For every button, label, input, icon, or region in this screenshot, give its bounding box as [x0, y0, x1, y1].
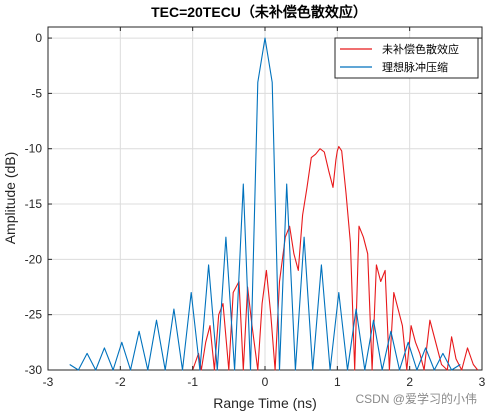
- x-tick-label: -3: [43, 375, 54, 389]
- x-tick-label: 3: [479, 375, 486, 389]
- chart-title: TEC=20TECU（未补偿色散效应）: [151, 4, 367, 20]
- series-layer: [69, 37, 479, 371]
- legend-box: [334, 37, 479, 79]
- y-tick-label: 0: [35, 31, 42, 45]
- x-tick-label: -2: [115, 375, 126, 389]
- y-tick-label: -15: [25, 197, 43, 211]
- x-axis-label: Range Time (ns): [213, 395, 316, 411]
- series-uncompensated: [192, 145, 479, 371]
- y-tick-label: -5: [31, 86, 42, 100]
- x-tick-label: 1: [334, 375, 341, 389]
- legend-label-unc: 未补偿色散效应: [382, 42, 459, 56]
- y-axis-label: Amplitude (dB): [2, 152, 18, 245]
- y-tick-label: -10: [25, 142, 43, 156]
- x-tick-label: 2: [406, 375, 413, 389]
- x-tick-label: 0: [262, 375, 269, 389]
- legend: 未补偿色散效应 理想脉冲压缩: [334, 37, 479, 79]
- series-ideal: [69, 37, 461, 371]
- legend-label-ideal: 理想脉冲压缩: [382, 60, 448, 74]
- y-tick-label: -30: [25, 363, 43, 377]
- watermark: CSDN @爱学习的小伟: [355, 392, 477, 406]
- y-tick-label: -20: [25, 252, 43, 266]
- ticks: -3 -2 -1 0 1 2 30-5-10-15-20-25-30: [25, 27, 486, 389]
- x-tick-label: -1: [187, 375, 198, 389]
- y-tick-label: -25: [25, 308, 43, 322]
